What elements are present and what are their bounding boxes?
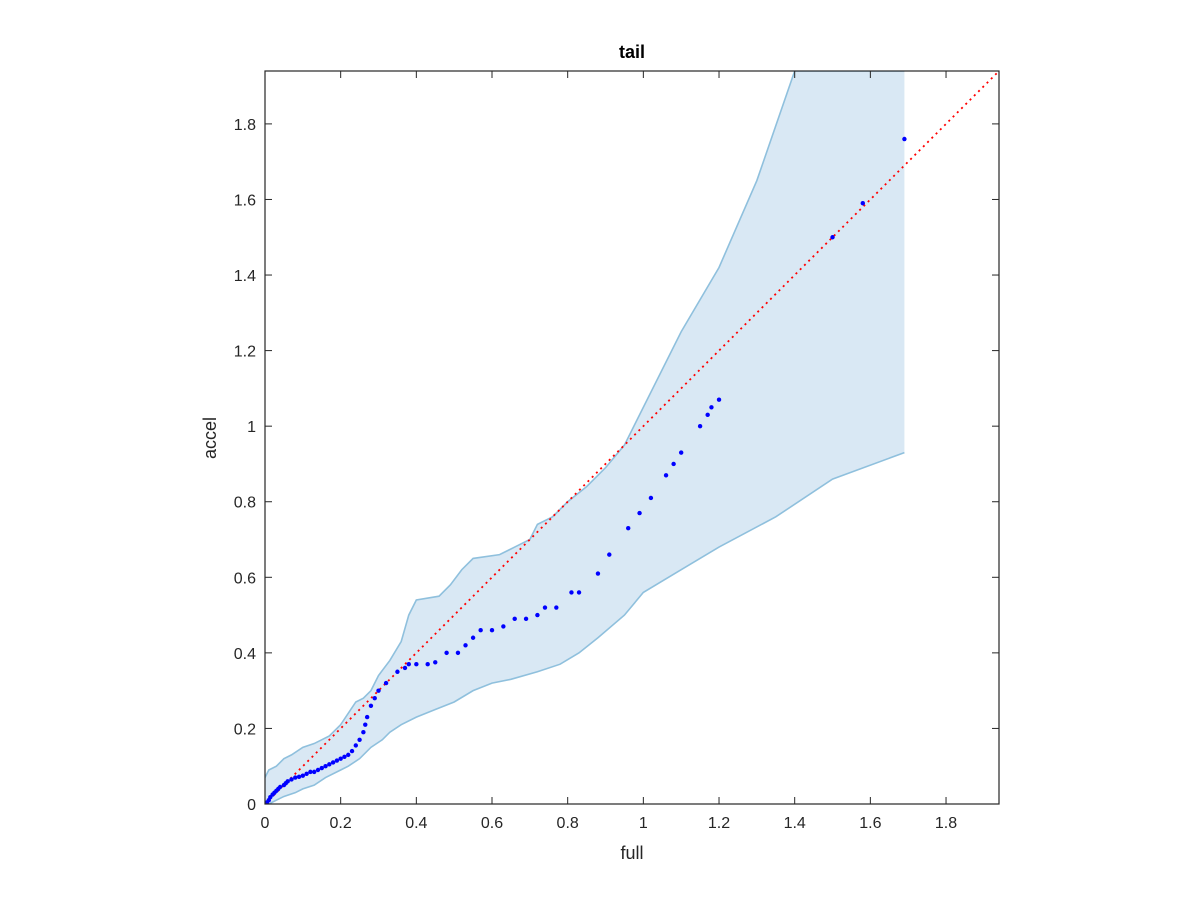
x-tick-label: 1.8 bbox=[935, 815, 957, 832]
data-point bbox=[535, 612, 540, 618]
data-point bbox=[705, 412, 710, 418]
x-tick-label: 0.8 bbox=[557, 815, 579, 832]
plot-area bbox=[265, 71, 999, 804]
data-point bbox=[433, 660, 438, 665]
data-point bbox=[709, 405, 714, 410]
data-point bbox=[346, 752, 351, 758]
data-point bbox=[330, 760, 336, 765]
data-point bbox=[523, 616, 529, 622]
data-point bbox=[470, 635, 476, 640]
data-point bbox=[489, 627, 495, 633]
data-point bbox=[319, 765, 324, 771]
data-point bbox=[697, 423, 703, 429]
data-point bbox=[830, 235, 835, 240]
y-tick-label: 1.4 bbox=[234, 268, 256, 285]
data-point bbox=[626, 525, 631, 531]
data-point bbox=[595, 571, 601, 576]
y-tick-label: 0.8 bbox=[234, 495, 256, 512]
data-point bbox=[349, 748, 355, 754]
data-point bbox=[455, 650, 461, 656]
data-point bbox=[315, 767, 321, 773]
data-point bbox=[607, 552, 612, 557]
data-point bbox=[569, 590, 574, 595]
data-point bbox=[402, 665, 408, 671]
reference-line bbox=[265, 71, 999, 804]
band-lower-edge bbox=[268, 451, 905, 804]
y-tick-label: 1 bbox=[247, 419, 256, 436]
data-point bbox=[678, 450, 684, 455]
data-point bbox=[637, 510, 642, 516]
data-point bbox=[277, 784, 283, 790]
axes: 0 0.2 0.4 0.6 0.8 1 1.2 1.4 1.6 1.8 0 0.2 0.4 0.6 0.8 1… bbox=[234, 70, 1000, 832]
data-point bbox=[289, 777, 294, 782]
data-point bbox=[395, 669, 400, 674]
data-point bbox=[478, 627, 483, 633]
data-point bbox=[372, 696, 377, 701]
data-point bbox=[648, 495, 654, 501]
data-point bbox=[663, 473, 669, 478]
data-point bbox=[323, 764, 328, 769]
data-point bbox=[293, 775, 298, 780]
data-point bbox=[361, 730, 366, 735]
x-tick-label: 0.2 bbox=[330, 815, 352, 832]
data-point bbox=[542, 605, 548, 610]
y-tick-label: 0.2 bbox=[234, 721, 256, 738]
data-point bbox=[357, 737, 362, 742]
data-point bbox=[376, 688, 381, 693]
x-tick-label: 1 bbox=[639, 815, 648, 832]
data-point bbox=[311, 769, 317, 775]
data-point bbox=[444, 650, 449, 656]
y-tick-label: 0.6 bbox=[234, 570, 256, 587]
data-point bbox=[308, 769, 313, 775]
data-point bbox=[501, 624, 506, 629]
data-point bbox=[338, 756, 343, 761]
data-point bbox=[902, 136, 907, 142]
y-tick-label: 1.6 bbox=[234, 192, 256, 209]
data-point bbox=[296, 774, 302, 779]
y-tick-label: 0.4 bbox=[234, 646, 256, 663]
y-tick-label: 0 bbox=[247, 797, 256, 814]
data-point bbox=[368, 703, 374, 708]
data-point bbox=[300, 773, 306, 778]
data-point bbox=[512, 616, 517, 622]
data-point bbox=[342, 754, 347, 759]
data-point bbox=[353, 743, 359, 748]
data-point bbox=[334, 758, 340, 763]
data-point bbox=[576, 590, 582, 595]
data-point bbox=[554, 605, 559, 610]
x-axis-label: full bbox=[620, 843, 643, 863]
confidence-band bbox=[265, 71, 905, 804]
x-tick-label: 1.4 bbox=[784, 815, 806, 832]
y-tick-label: 1.8 bbox=[234, 117, 256, 134]
data-point bbox=[304, 771, 309, 776]
data-point bbox=[414, 662, 419, 667]
data-point bbox=[383, 680, 389, 686]
data-point bbox=[327, 762, 332, 767]
data-point bbox=[363, 722, 368, 727]
data-point bbox=[860, 201, 865, 206]
data-point bbox=[425, 662, 430, 667]
data-point bbox=[716, 397, 722, 402]
y-tick-label: 1.2 bbox=[234, 344, 256, 361]
x-tick-label: 0 bbox=[261, 815, 270, 832]
data-point bbox=[406, 662, 411, 667]
data-point bbox=[364, 714, 370, 720]
x-tick-label: 1.2 bbox=[708, 815, 730, 832]
x-tick-label: 1.6 bbox=[859, 815, 881, 832]
band-upper-edge bbox=[265, 71, 905, 778]
y-axis-label: accel bbox=[200, 417, 220, 459]
data-point bbox=[671, 461, 676, 467]
data-point bbox=[463, 643, 468, 648]
chart-title: tail bbox=[619, 42, 645, 62]
axes-box bbox=[264, 70, 1000, 805]
x-tick-label: 0.4 bbox=[405, 815, 427, 832]
data-point bbox=[285, 779, 290, 784]
x-tick-label: 0.6 bbox=[481, 815, 503, 832]
